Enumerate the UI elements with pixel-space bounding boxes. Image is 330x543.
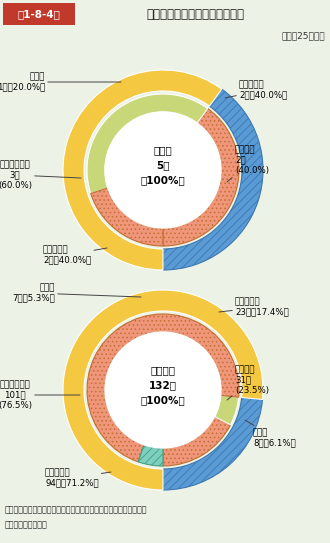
Text: ガス事故による態様別死傷者数: ガス事故による態様別死傷者数 [146, 8, 244, 21]
Text: 死者数
5人
（100%）: 死者数 5人 （100%） [141, 145, 185, 185]
Text: 漏えい
7人（5.3%）: 漏えい 7人（5.3%） [12, 283, 141, 302]
Wedge shape [163, 416, 231, 466]
FancyBboxPatch shape [3, 3, 75, 25]
Wedge shape [87, 314, 239, 462]
Circle shape [105, 112, 221, 228]
Wedge shape [163, 397, 263, 490]
Text: 爆発・火災
2人（40.0%）: 爆発・火災 2人（40.0%） [225, 80, 287, 100]
Wedge shape [163, 109, 239, 246]
Circle shape [105, 332, 221, 448]
Wedge shape [91, 188, 163, 246]
Text: 爆発・火災
23人（17.4%）: 爆発・火災 23人（17.4%） [219, 298, 289, 317]
Text: 漏えい
8人（6.1%）: 漏えい 8人（6.1%） [245, 420, 296, 447]
Wedge shape [138, 445, 163, 466]
Text: により作成: により作成 [5, 521, 48, 529]
Wedge shape [214, 395, 239, 425]
Text: （平成25年中）: （平成25年中） [281, 31, 325, 41]
Wedge shape [63, 290, 263, 490]
Text: 都市ガス
2人
(40.0%): 都市ガス 2人 (40.0%) [227, 145, 269, 182]
Wedge shape [163, 89, 263, 270]
Text: 第1-8-4図: 第1-8-4図 [17, 9, 60, 19]
Text: 漏えい
1人（20.0%）: 漏えい 1人（20.0%） [0, 72, 121, 92]
Text: （備考）「都市ガス、液化石油ガス及び毒劇物等による事故状況」: （備考）「都市ガス、液化石油ガス及び毒劇物等による事故状況」 [5, 506, 148, 515]
Text: 都市ガス
31人
(23.5%): 都市ガス 31人 (23.5%) [227, 365, 269, 400]
Text: 液化石油ガス
101人
(76.5%): 液化石油ガス 101人 (76.5%) [0, 380, 80, 410]
Text: 負傷者数
132人
（100%）: 負傷者数 132人 （100%） [141, 365, 185, 405]
Text: 爆発・火災
94人（71.2%）: 爆発・火災 94人（71.2%） [45, 468, 111, 488]
Wedge shape [87, 94, 208, 193]
Text: 液化石油ガス
3人
(60.0%): 液化石油ガス 3人 (60.0%) [0, 160, 81, 190]
Text: 爆発・火災
2人（40.0%）: 爆発・火災 2人（40.0%） [43, 245, 107, 264]
Wedge shape [63, 70, 222, 270]
